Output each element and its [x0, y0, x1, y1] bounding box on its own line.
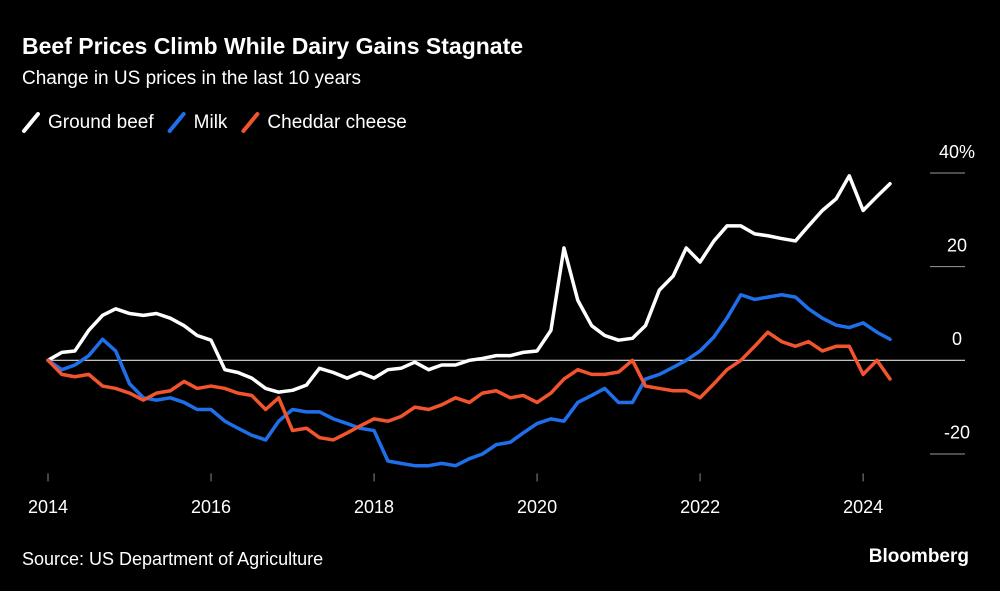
y-tick-label: 20: [947, 235, 967, 255]
legend-label: Milk: [194, 112, 228, 133]
legend-swatch: [167, 112, 186, 133]
series-line: [46, 293, 892, 468]
series-line: [46, 174, 892, 394]
chart-subtitle: Change in US prices in the last 10 years: [22, 68, 361, 89]
legend-swatch: [22, 112, 40, 133]
x-tick-label: 2018: [354, 497, 394, 517]
legend-label: Ground beef: [48, 112, 154, 133]
plot: [46, 174, 892, 468]
x-tick-label: 2020: [517, 497, 557, 517]
x-tick-label: 2014: [28, 497, 68, 517]
legend-swatch: [241, 112, 260, 133]
x-tick-label: 2016: [191, 497, 231, 517]
x-tick-label: 2022: [680, 497, 720, 517]
y-tick-label: 40%: [939, 142, 975, 162]
source: Source: US Department of Agriculture: [22, 549, 323, 569]
brand: Bloomberg: [869, 546, 969, 567]
y-tick-label: -20: [944, 423, 970, 443]
axes: -20 0 40% 20 2014 2016 2018 2020 2022 2024: [28, 142, 975, 517]
legend-label: Cheddar cheese: [267, 112, 406, 133]
y-tick-label: 0: [952, 329, 962, 349]
series-line: [46, 330, 892, 442]
legend: Ground beef Milk Cheddar cheese: [22, 112, 407, 133]
chart-title: Beef Prices Climb While Dairy Gains Stag…: [22, 33, 523, 59]
x-tick-label: 2024: [843, 497, 883, 517]
